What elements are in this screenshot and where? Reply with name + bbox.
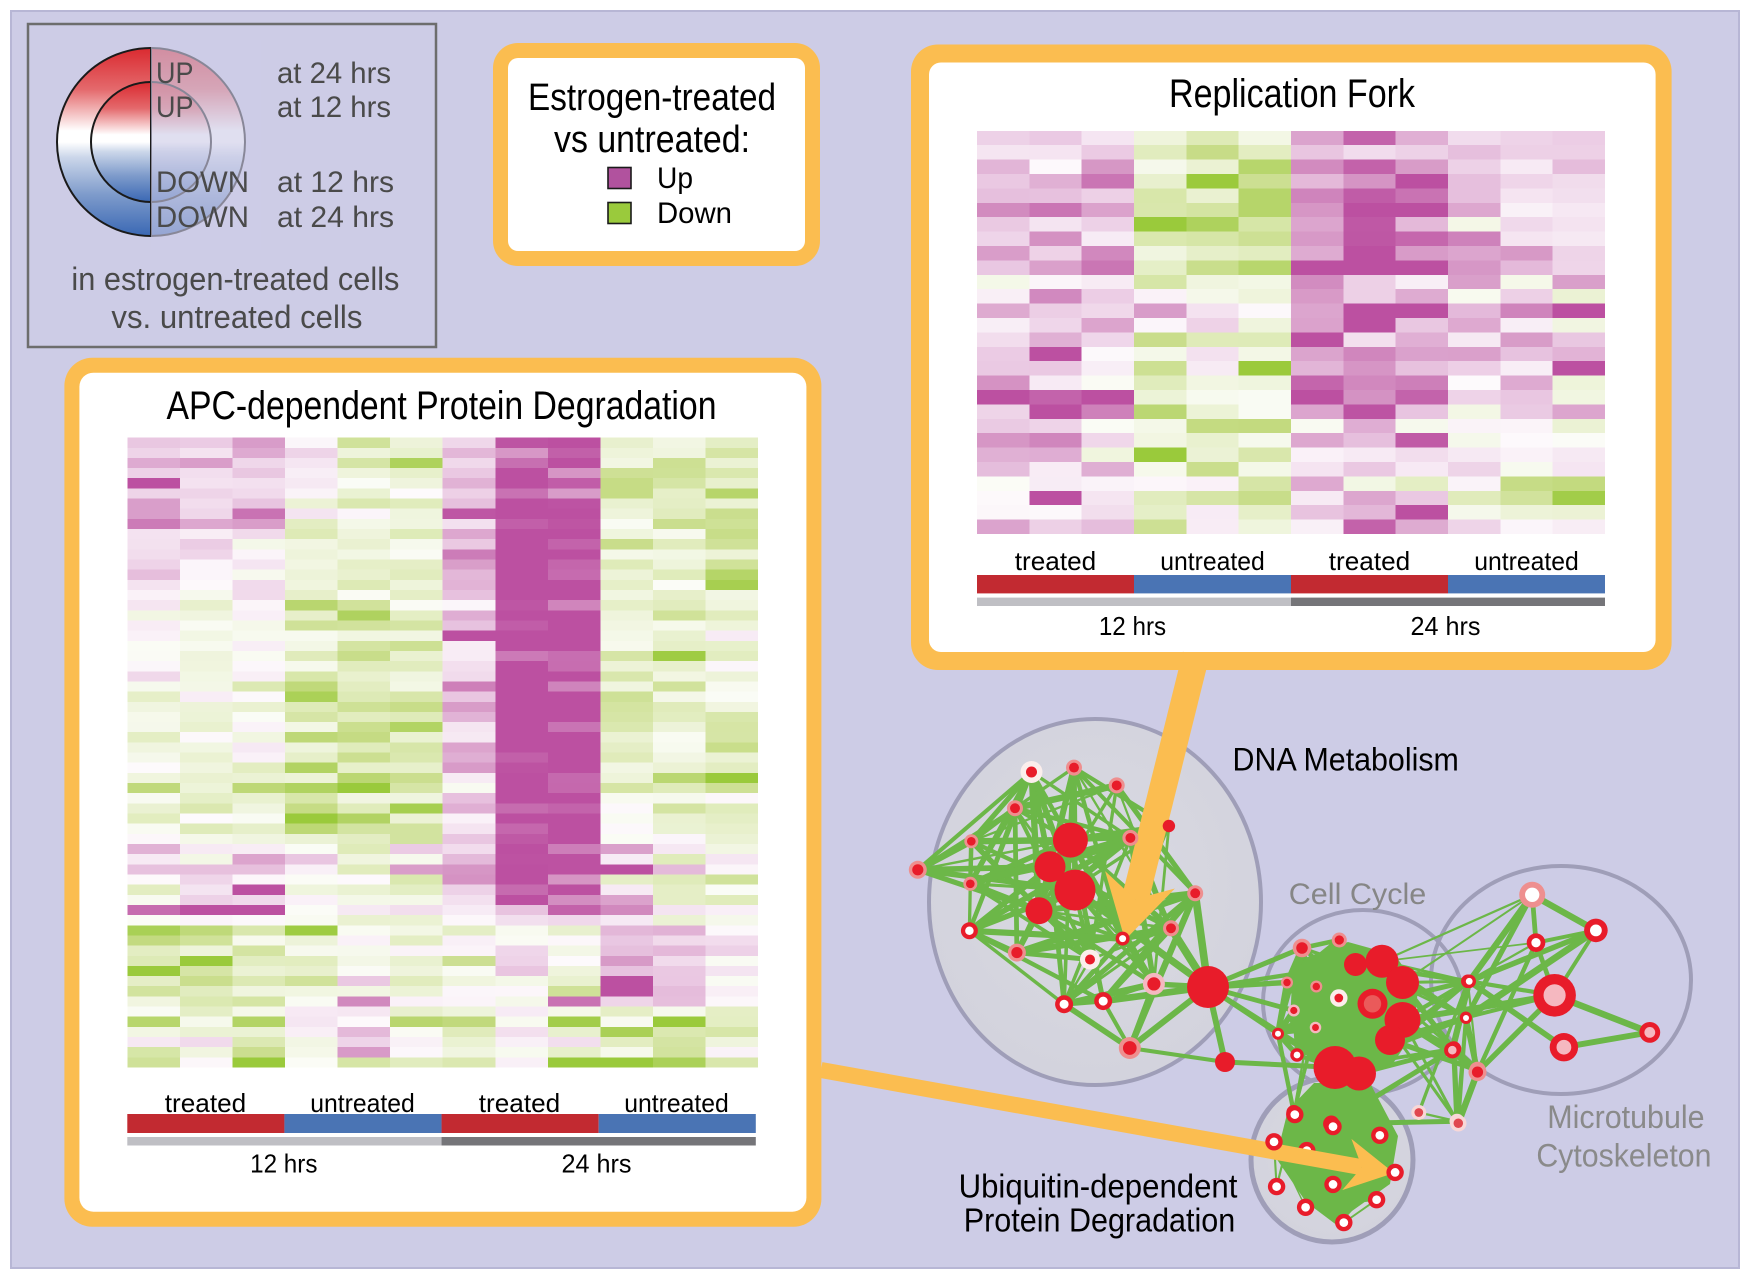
svg-text:APC-dependent Protein Degradat: APC-dependent Protein Degradation [167, 384, 717, 428]
svg-text:Down: Down [657, 197, 732, 230]
svg-text:24 hrs: 24 hrs [1411, 611, 1481, 641]
svg-text:at 24 hrs: at 24 hrs [277, 57, 391, 90]
svg-text:Cytoskeleton: Cytoskeleton [1536, 1138, 1711, 1174]
svg-text:treated: treated [1015, 546, 1096, 576]
svg-text:12 hrs: 12 hrs [250, 1148, 317, 1178]
svg-text:treated: treated [479, 1088, 560, 1118]
svg-text:untreated: untreated [1160, 546, 1265, 576]
svg-text:UP: UP [156, 91, 194, 124]
svg-text:Up: Up [657, 162, 693, 195]
svg-text:vs. untreated cells: vs. untreated cells [111, 299, 362, 335]
svg-text:Estrogen-treated: Estrogen-treated [528, 77, 776, 119]
svg-text:DOWN: DOWN [156, 166, 249, 199]
svg-text:24 hrs: 24 hrs [562, 1148, 632, 1178]
svg-text:Ubiquitin-dependent: Ubiquitin-dependent [959, 1167, 1238, 1204]
svg-text:12 hrs: 12 hrs [1099, 611, 1166, 641]
svg-text:untreated: untreated [310, 1088, 415, 1118]
svg-text:Protein Degradation: Protein Degradation [964, 1201, 1236, 1238]
svg-text:Replication Fork: Replication Fork [1169, 72, 1415, 116]
svg-text:UP: UP [156, 57, 194, 90]
svg-text:at 24 hrs: at 24 hrs [277, 201, 394, 234]
svg-text:Cell Cycle: Cell Cycle [1289, 878, 1427, 911]
svg-text:untreated: untreated [624, 1088, 729, 1118]
svg-text:DNA Metabolism: DNA Metabolism [1233, 742, 1459, 778]
svg-text:treated: treated [165, 1088, 246, 1118]
svg-text:at 12 hrs: at 12 hrs [277, 166, 394, 199]
svg-text:Microtubule: Microtubule [1547, 1099, 1704, 1135]
svg-text:untreated: untreated [1474, 546, 1579, 576]
svg-text:at 12 hrs: at 12 hrs [277, 91, 391, 124]
svg-text:vs untreated:: vs untreated: [554, 119, 750, 161]
svg-text:in estrogen-treated cells: in estrogen-treated cells [71, 261, 399, 297]
svg-text:treated: treated [1329, 546, 1410, 576]
svg-text:DOWN: DOWN [156, 201, 249, 234]
